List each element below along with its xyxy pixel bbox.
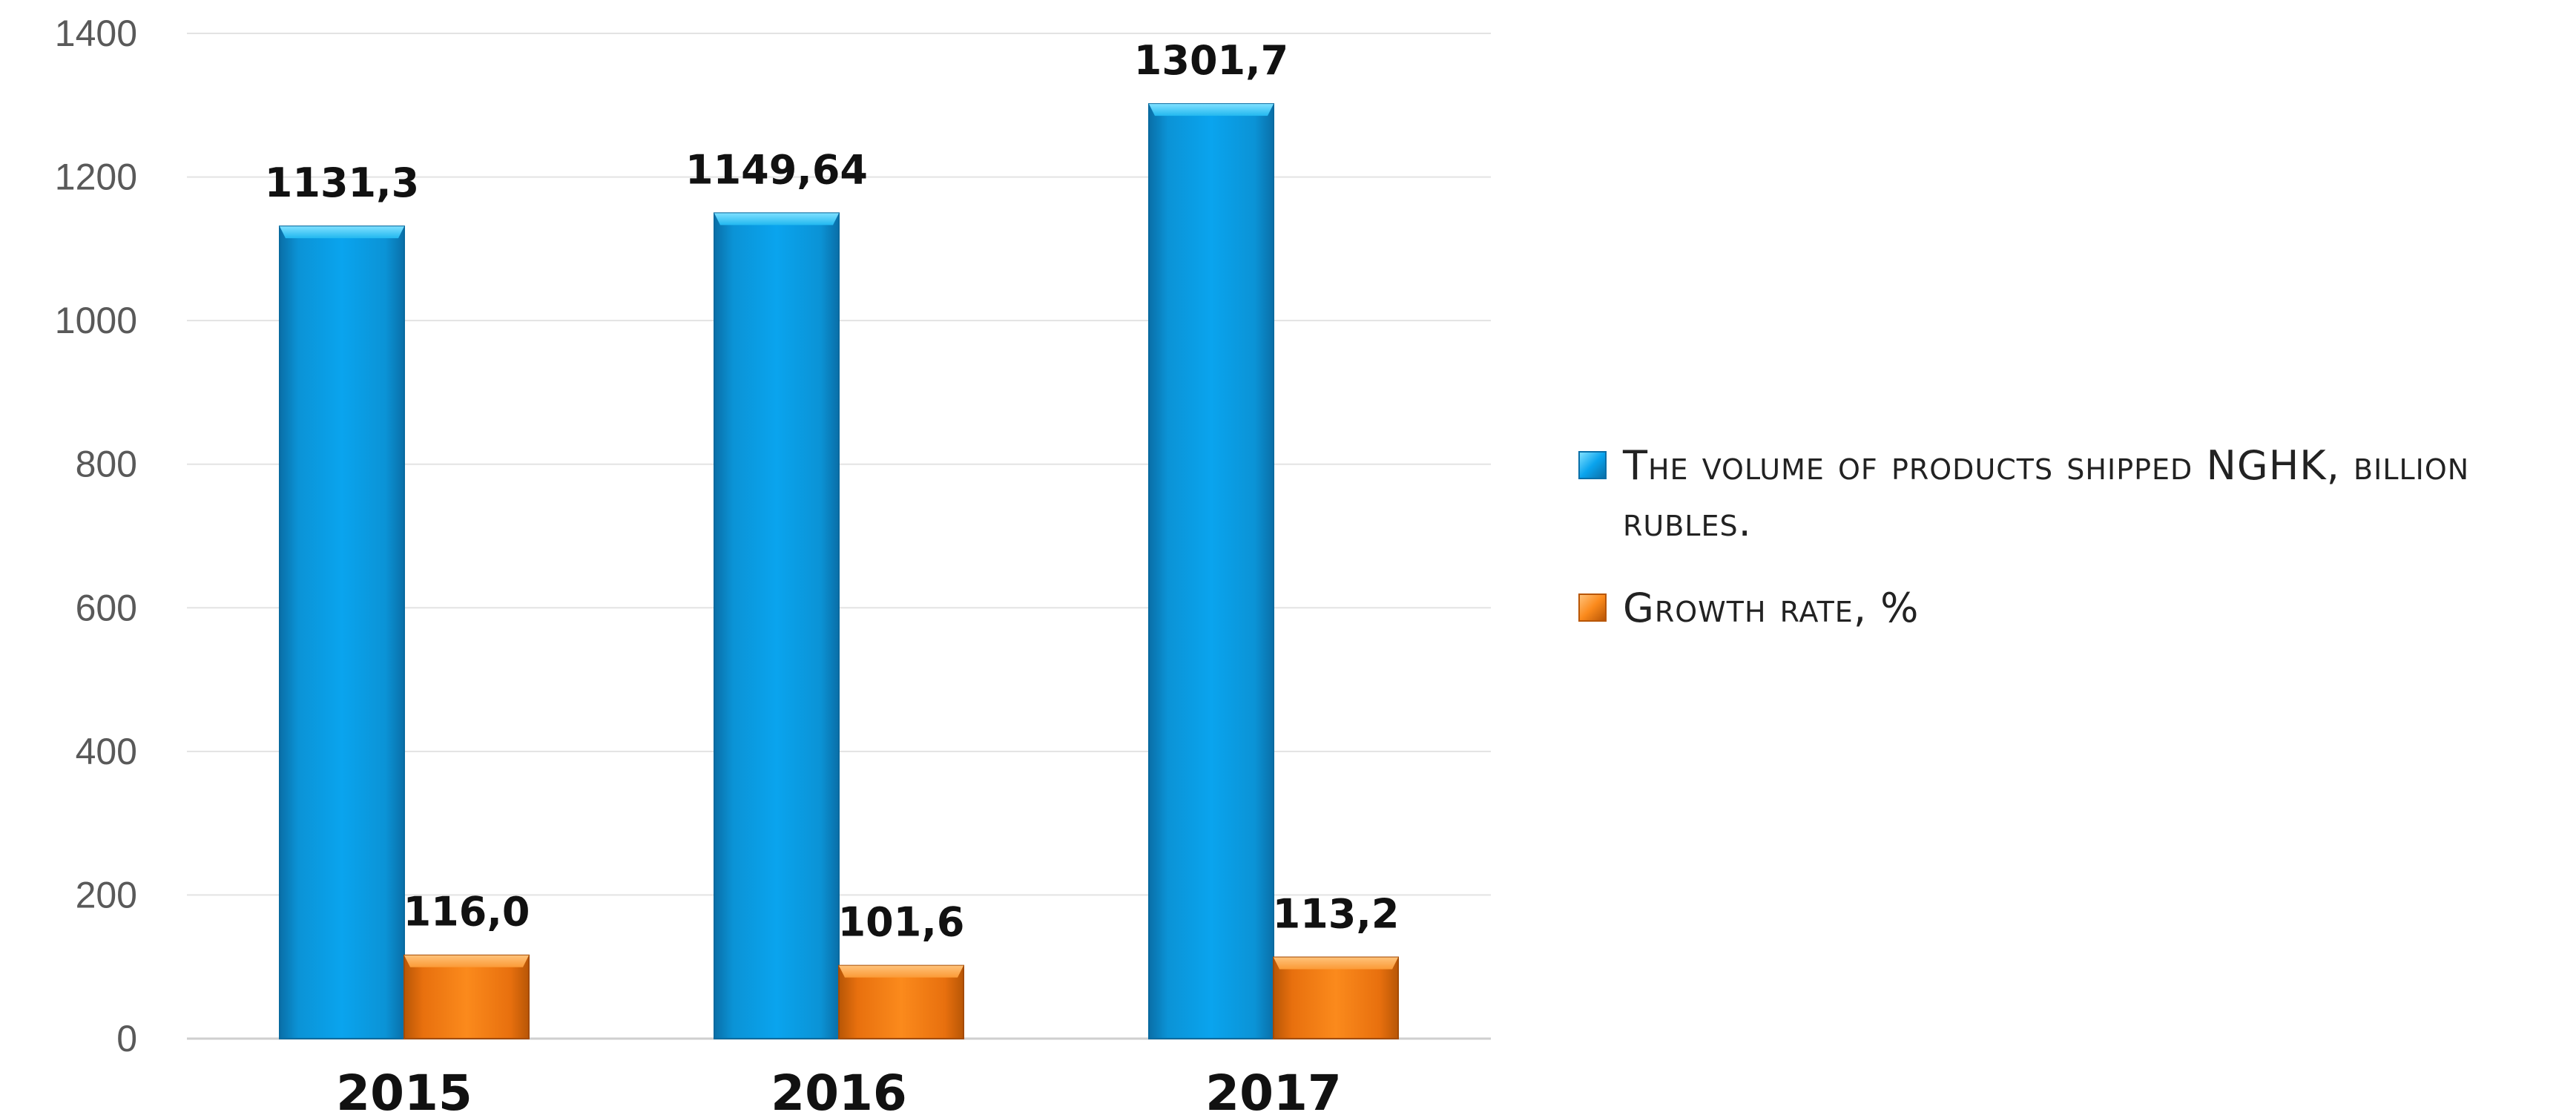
bar-volume-2016 [714, 212, 840, 1039]
legend-swatch-growth-rate [1578, 593, 1607, 622]
x-tick-label-2016: 2016 [771, 1065, 907, 1118]
data-labels: 1131,3 116,0 1149,64 101,6 1301,7 113,2 [265, 37, 1400, 946]
bar-volume-2017 [1148, 103, 1274, 1039]
y-tick-label: 200 [76, 874, 137, 915]
y-tick-label: 600 [76, 587, 137, 628]
data-label-growth-rate-2017: 113,2 [1273, 890, 1400, 937]
data-label-volume-2017: 1301,7 [1134, 37, 1288, 84]
y-tick-label: 400 [76, 731, 137, 772]
x-tick-label-2017: 2017 [1205, 1065, 1342, 1118]
x-axis-category-labels: 2015 2016 2017 [336, 1065, 1342, 1118]
y-tick-label: 1200 [55, 157, 137, 198]
bar-volume-2015 [279, 226, 405, 1039]
data-label-volume-2015: 1131,3 [265, 160, 419, 206]
y-axis-tick-labels: 0 200 400 600 800 1000 1200 1400 [55, 13, 137, 1059]
legend: The volume of products shipped NGHK, bil… [1578, 438, 2572, 666]
bar-growth-rate-2017 [1273, 956, 1399, 1040]
bar-bevel-growth-rate-2015 [404, 955, 529, 967]
bar-bevel-growth-rate-2017 [1274, 957, 1398, 970]
legend-label-volume: The volume of products shipped NGHK, bil… [1623, 442, 2470, 545]
legend-label-growth-rate: Growth rate, % [1623, 585, 1920, 631]
x-tick-label-2015: 2015 [336, 1065, 472, 1118]
legend-item-growth-rate: Growth rate, % [1578, 580, 2572, 637]
bar-bevel-volume-2017 [1149, 104, 1274, 116]
data-label-growth-rate-2015: 116,0 [403, 889, 530, 935]
data-label-volume-2016: 1149,64 [685, 146, 868, 193]
bars [279, 103, 1399, 1040]
y-tick-label: 0 [116, 1018, 137, 1059]
bar-bevel-volume-2015 [280, 226, 404, 239]
y-tick-label: 1400 [55, 13, 137, 54]
y-tick-label: 1000 [55, 300, 137, 341]
bar-growth-rate-2015 [403, 954, 530, 1039]
legend-swatch-volume [1578, 451, 1607, 479]
data-label-growth-rate-2016: 101,6 [838, 899, 965, 946]
legend-item-volume: The volume of products shipped NGHK, bil… [1578, 438, 2572, 550]
bar-growth-rate-2016 [838, 964, 964, 1040]
y-tick-label: 800 [76, 444, 137, 485]
bar-bevel-volume-2016 [714, 213, 839, 226]
bar-bevel-growth-rate-2016 [839, 965, 963, 978]
